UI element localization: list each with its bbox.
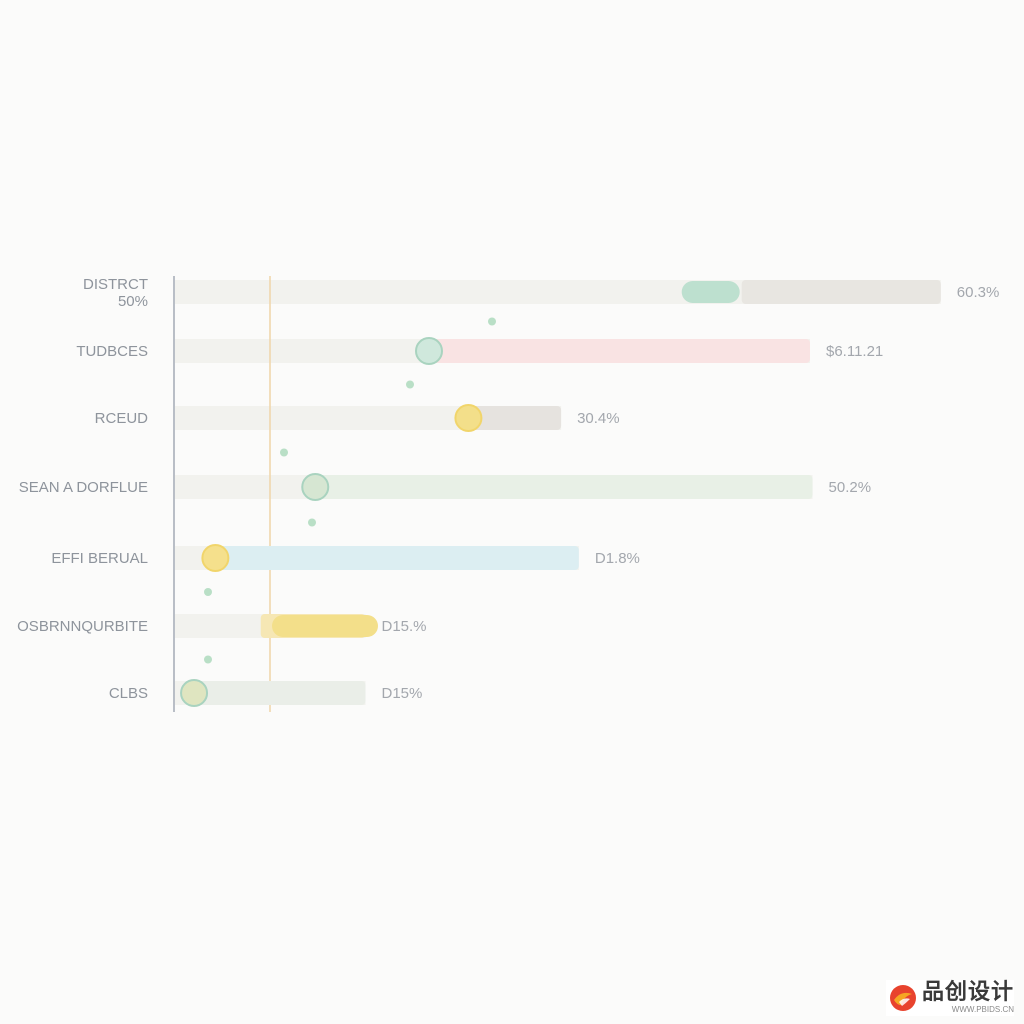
bar-marker bbox=[180, 679, 209, 707]
bar bbox=[429, 339, 810, 363]
bar-marker bbox=[415, 337, 443, 365]
value-label: 60.3% bbox=[957, 284, 1000, 301]
category-label: TUDBCES bbox=[76, 343, 148, 360]
brand-swirl-icon bbox=[890, 985, 916, 1011]
category-label: SEAN A DORFLUE bbox=[19, 479, 148, 496]
category-label: CLBS bbox=[109, 685, 148, 702]
bar bbox=[468, 406, 562, 430]
value-label: D15% bbox=[382, 685, 423, 702]
watermark-logo: 品创设计 WWW.PBIDS.CN bbox=[886, 980, 1014, 1016]
value-label: D15.% bbox=[382, 618, 427, 635]
decor-dot bbox=[204, 655, 212, 664]
value-label: 30.4% bbox=[577, 410, 620, 427]
decor-dot bbox=[488, 317, 496, 326]
watermark-main-text: 品创设计 bbox=[922, 980, 1015, 1005]
decor-dot bbox=[204, 588, 212, 596]
bar-marker bbox=[301, 473, 330, 501]
bar-marker bbox=[681, 281, 740, 303]
bar-marker bbox=[454, 404, 483, 432]
value-label: 50.2% bbox=[829, 479, 872, 496]
decor-dot bbox=[280, 448, 288, 457]
label-layer: DISTRCT 50% 60.3% TUDBCES $6.11.21 RCEUD 30.4%… bbox=[17, 276, 999, 702]
decor-dot bbox=[308, 518, 316, 527]
bar bbox=[741, 280, 941, 304]
watermark-sub-text: WWW.PBIDS.CN bbox=[951, 1005, 1014, 1014]
bar bbox=[194, 681, 366, 705]
bar bbox=[315, 475, 813, 499]
value-label: D1.8% bbox=[595, 550, 640, 567]
category-label: RCEUD bbox=[95, 410, 149, 427]
decor-dot bbox=[406, 380, 414, 389]
bar-layer bbox=[180, 280, 941, 707]
value-label: $6.11.21 bbox=[826, 343, 883, 360]
category-label: OSBRNNQURBITE bbox=[17, 618, 148, 635]
bar-marker bbox=[272, 615, 378, 637]
bar-marker bbox=[201, 544, 230, 572]
category-label: DISTRCT 50% bbox=[83, 276, 148, 310]
category-label: EFFI BERUAL bbox=[51, 550, 148, 567]
bar bbox=[215, 546, 579, 570]
